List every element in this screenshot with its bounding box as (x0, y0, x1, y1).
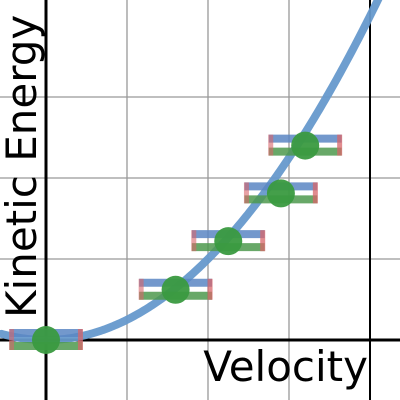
data-point-group (138, 275, 213, 304)
data-point (161, 275, 190, 304)
fit-curve-path (0, 0, 383, 344)
data-points (9, 131, 343, 354)
data-point-group (9, 326, 83, 354)
data-point-group (243, 179, 318, 208)
y-axis-label: Kinetic Energy (0, 15, 46, 318)
data-point (266, 179, 295, 208)
data-point (214, 227, 243, 256)
data-point-group (191, 227, 266, 256)
data-point (291, 131, 320, 160)
data-point (32, 326, 60, 354)
fit-curve (0, 0, 383, 344)
data-point-group (268, 131, 343, 160)
x-axis-label: Velocity (203, 342, 368, 391)
